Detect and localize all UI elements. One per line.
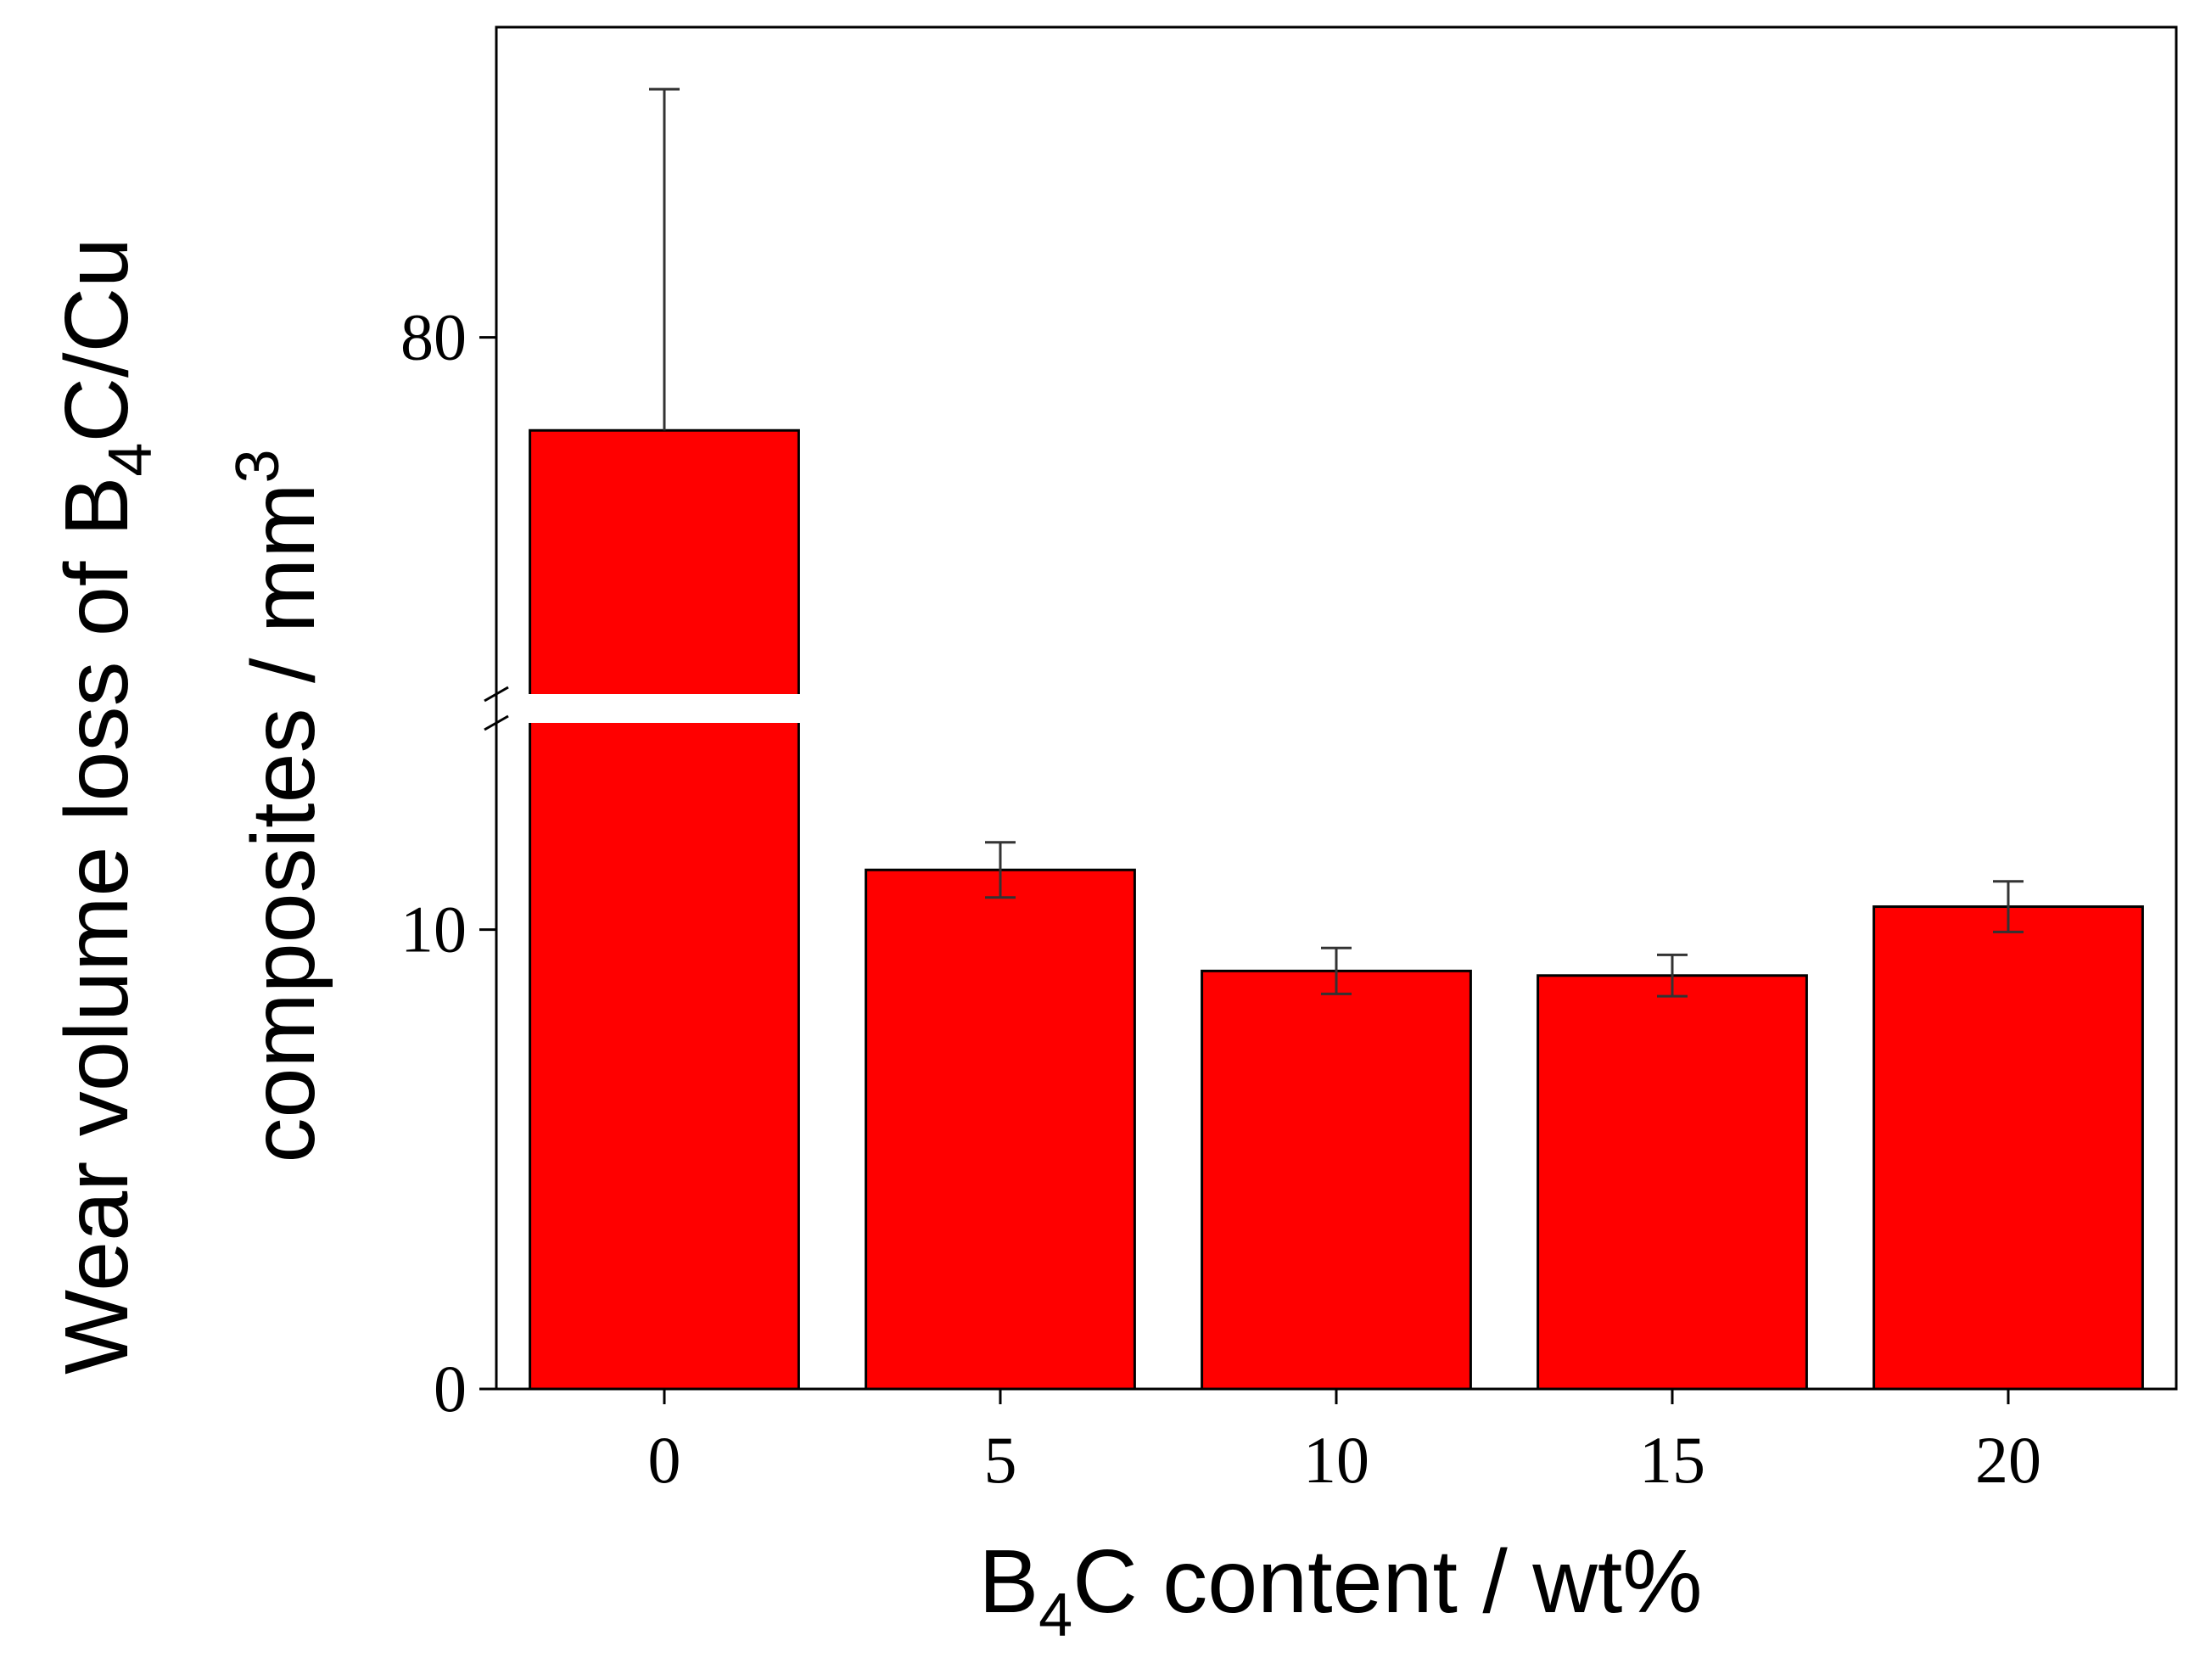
axis-break-gap xyxy=(526,694,803,723)
error-bar-20 xyxy=(1993,880,2024,933)
bar-15 xyxy=(1537,974,1808,1391)
bar-5 xyxy=(865,868,1136,1391)
x-tick-label: 20 xyxy=(1975,1423,2041,1497)
x-tick-label: 15 xyxy=(1639,1423,1705,1497)
error-bars-layer xyxy=(649,87,2024,998)
y-tick-label: 80 xyxy=(400,300,467,374)
x-tick-label: 10 xyxy=(1303,1423,1369,1497)
bars-layer xyxy=(529,428,2144,1391)
error-bar-10 xyxy=(1321,946,1352,995)
error-bar-15 xyxy=(1657,953,1688,998)
bar-10 xyxy=(1201,969,1472,1391)
ticks-layer: 0 5 10 15 20 0 10 80 xyxy=(400,300,2041,1497)
x-tick-label: 0 xyxy=(648,1423,681,1497)
bar-20 xyxy=(1873,905,2144,1391)
y-tick-label: 10 xyxy=(400,893,467,966)
bar-0 xyxy=(529,428,800,1391)
x-axis-title: B4C content / wt% xyxy=(978,1532,1702,1649)
error-bar-5 xyxy=(985,841,1016,899)
y-axis-title-line2: composites / mm3 xyxy=(224,449,333,1162)
y-axis-title-line1: Wear volume loss of B4C/Cu xyxy=(47,238,165,1375)
y-tick-label: 0 xyxy=(434,1352,467,1425)
x-tick-label: 5 xyxy=(984,1423,1017,1497)
error-bar-0 xyxy=(649,87,680,431)
